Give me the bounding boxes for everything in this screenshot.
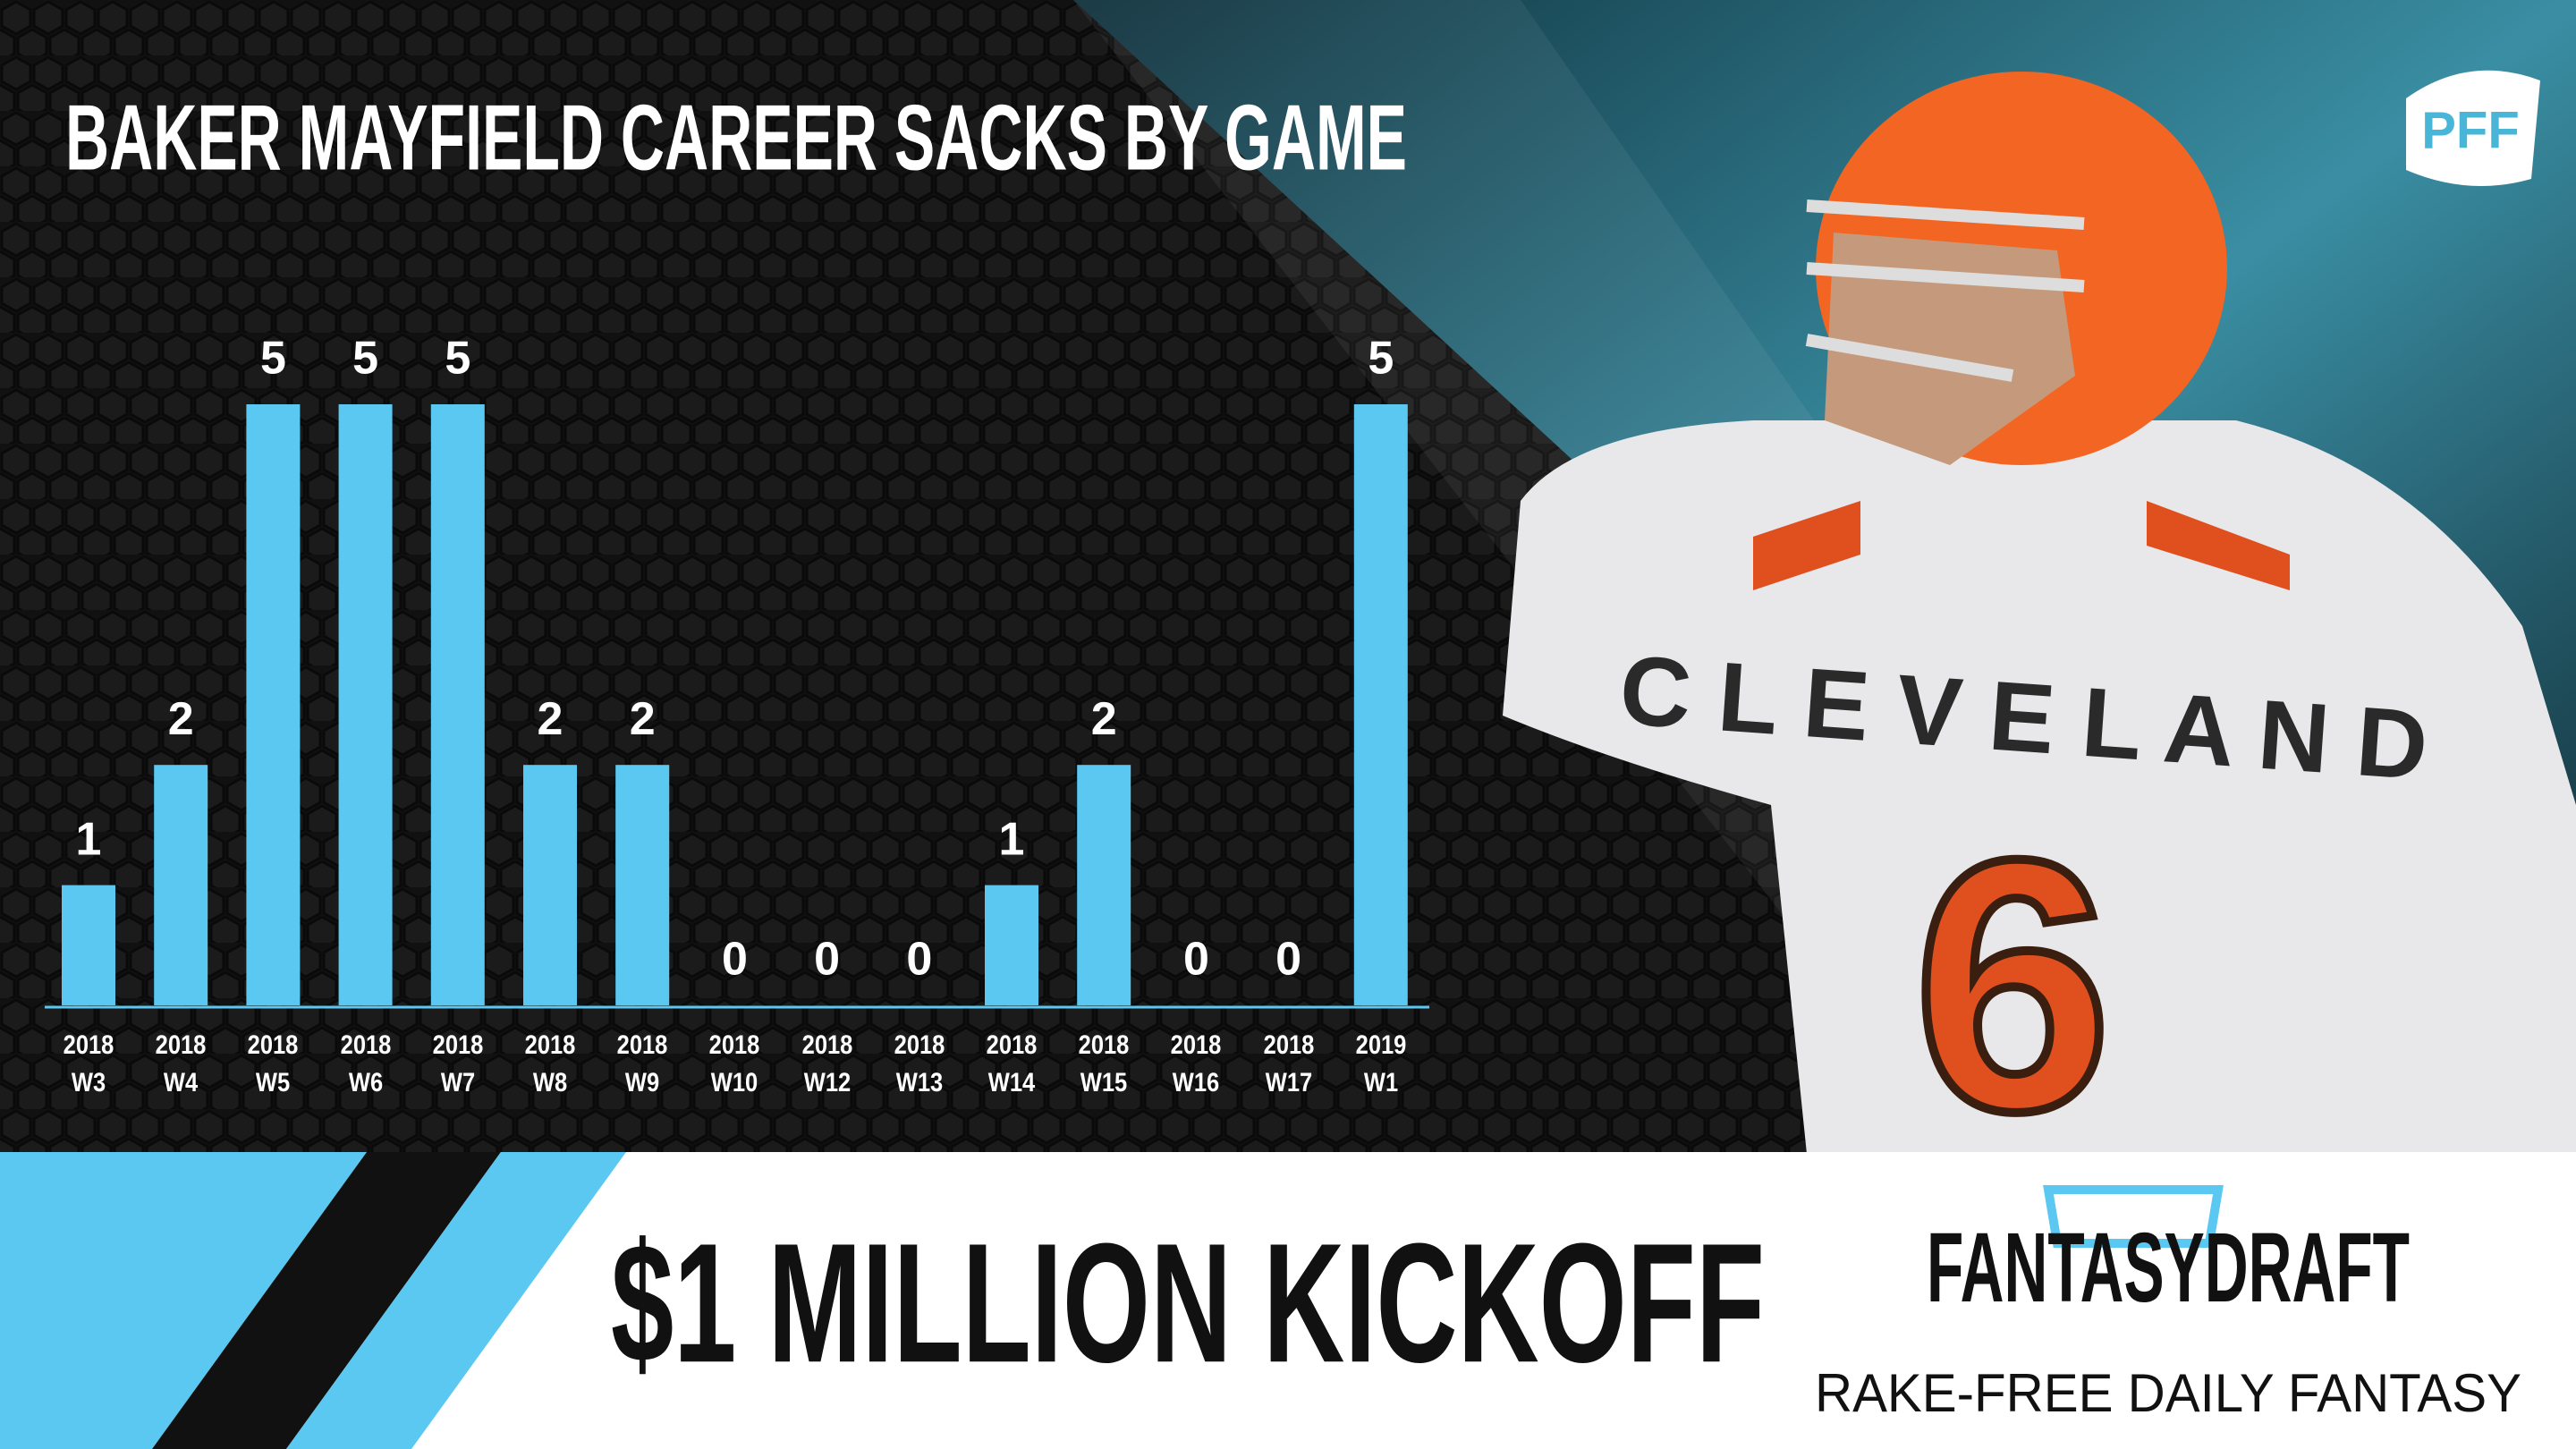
value-label: 5 <box>445 333 470 385</box>
value-label: 1 <box>76 813 102 865</box>
x-tick-label: 2018 W6 <box>340 1030 391 1097</box>
value-label: 2 <box>538 693 564 745</box>
value-label: 2 <box>630 693 656 745</box>
value-label: 5 <box>352 333 378 385</box>
brand: FANTASYDRAFT <box>1927 1213 2410 1323</box>
bar <box>1077 765 1131 1005</box>
tagline: RAKE-FREE DAILY FANTASY <box>1815 1363 2521 1423</box>
x-tick-label: 2018 W17 <box>1263 1030 1314 1097</box>
value-label: 1 <box>999 813 1025 865</box>
bar <box>246 404 301 1005</box>
x-tick-label: 2018 W3 <box>63 1030 114 1097</box>
bar <box>430 404 485 1005</box>
headline: $1 MILLION KICKOFF <box>611 1208 1765 1398</box>
player-illustration: C L E V E L A N D 6 <box>1503 72 2576 1190</box>
x-tick-label: 2018 W16 <box>1171 1030 1222 1097</box>
stripe <box>152 1152 501 1449</box>
value-label: 2 <box>1091 693 1117 745</box>
x-tick-label: 2018 W5 <box>248 1030 299 1097</box>
bar <box>985 885 1038 1005</box>
value-label: 0 <box>1275 934 1301 986</box>
value-label: 0 <box>722 934 748 986</box>
logo-text: PFF <box>2421 101 2520 159</box>
x-tick-label: 2018 W13 <box>894 1030 945 1097</box>
value-label: 5 <box>1368 333 1394 385</box>
bar <box>523 765 577 1005</box>
stripe <box>0 1152 367 1449</box>
bar <box>615 765 670 1005</box>
value-label: 2 <box>168 693 194 745</box>
bar <box>62 885 115 1005</box>
pff-logo: PFF <box>2406 70 2540 186</box>
bar <box>154 765 208 1005</box>
brand-shield <box>2043 1185 2224 1248</box>
bar <box>338 404 393 1005</box>
x-tick-label: 2018 W8 <box>524 1030 576 1097</box>
svg-text:6: 6 <box>1913 785 2112 1185</box>
x-tick-label: 2018 W7 <box>432 1030 484 1097</box>
x-tick-label: 2018 W15 <box>1078 1030 1130 1097</box>
chart-title: BAKER MAYFIELD CAREER SACKS BY GAME <box>65 86 1407 190</box>
plot-area: 1 2 5 5 5 2 2 0 0 0 1 2 0 0 5 <box>45 333 1429 1009</box>
value-label: 0 <box>814 934 840 986</box>
value-label: 0 <box>1183 934 1209 986</box>
x-tick-label: 2018 W10 <box>709 1030 760 1097</box>
x-tick-label: 2018 W14 <box>986 1030 1038 1097</box>
x-tick-label: 2019 W1 <box>1355 1030 1407 1097</box>
x-tick-label: 2018 W4 <box>155 1030 207 1097</box>
value-label: 5 <box>260 333 286 385</box>
bar <box>1353 404 1408 1005</box>
x-tick-label: 2018 W9 <box>616 1030 668 1097</box>
stripe <box>286 1152 626 1449</box>
value-label: 0 <box>906 934 932 986</box>
x-tick-label: 2018 W12 <box>801 1030 852 1097</box>
